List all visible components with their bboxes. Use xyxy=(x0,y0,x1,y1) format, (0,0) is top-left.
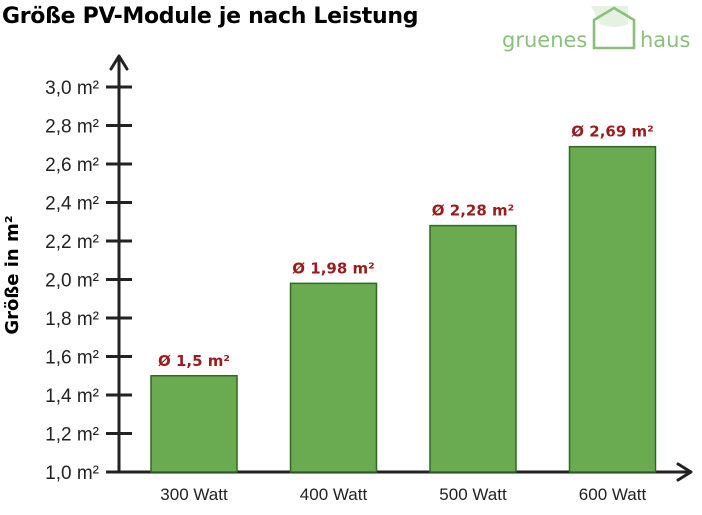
bar xyxy=(289,282,378,473)
logo-text-haus: haus xyxy=(640,28,691,52)
y-tick-label: 2,6 m² xyxy=(45,155,99,176)
y-tick-label: 1,6 m² xyxy=(45,348,99,369)
bar xyxy=(150,375,238,473)
gruenes-haus-logo: gruenes haus xyxy=(496,2,696,58)
y-axis-label: Größe in m² xyxy=(2,215,23,334)
bar-data-label: Ø 2,28 m² xyxy=(432,202,514,220)
logo-text-gruenes: gruenes xyxy=(502,28,588,52)
bar xyxy=(429,224,517,473)
y-tick-label: 2,8 m² xyxy=(45,117,99,138)
x-axis-arrow xyxy=(676,462,693,482)
x-category-label: 400 Watt xyxy=(300,485,368,504)
y-tick-label: 1,0 m² xyxy=(45,463,99,484)
bar-data-label: Ø 1,5 m² xyxy=(158,352,230,370)
bar xyxy=(568,145,657,473)
bar-data-label: Ø 2,69 m² xyxy=(571,123,653,141)
x-category-label: 300 Watt xyxy=(160,485,228,504)
y-tick-label: 2,0 m² xyxy=(45,271,99,292)
y-tick-label: 2,4 m² xyxy=(45,194,99,215)
y-tick-label: 1,2 m² xyxy=(45,425,99,446)
y-tick-label: 1,8 m² xyxy=(45,309,99,330)
chart-title: Größe PV-Module je nach Leistung xyxy=(2,4,419,29)
bar-data-label: Ø 1,98 m² xyxy=(292,259,374,277)
house-leaf-icon xyxy=(591,6,636,50)
x-category-label: 600 Watt xyxy=(579,485,647,504)
y-axis: 1,0 m² 1,2 m² 1,4 m² 1,6 m² 1,8 m² 2,0 m² 2,2 … xyxy=(45,54,132,484)
y-tick-label: 2,2 m² xyxy=(45,232,99,253)
y-tick-label: 1,4 m² xyxy=(45,386,99,407)
x-category-label: 500 Watt xyxy=(439,485,507,504)
bars: Ø 1,5 m² Ø 1,98 m² Ø 2,28 m² Ø 2,69 m² xyxy=(150,123,657,473)
y-axis-arrow xyxy=(109,54,129,71)
y-tick-label: 3,0 m² xyxy=(45,78,99,99)
